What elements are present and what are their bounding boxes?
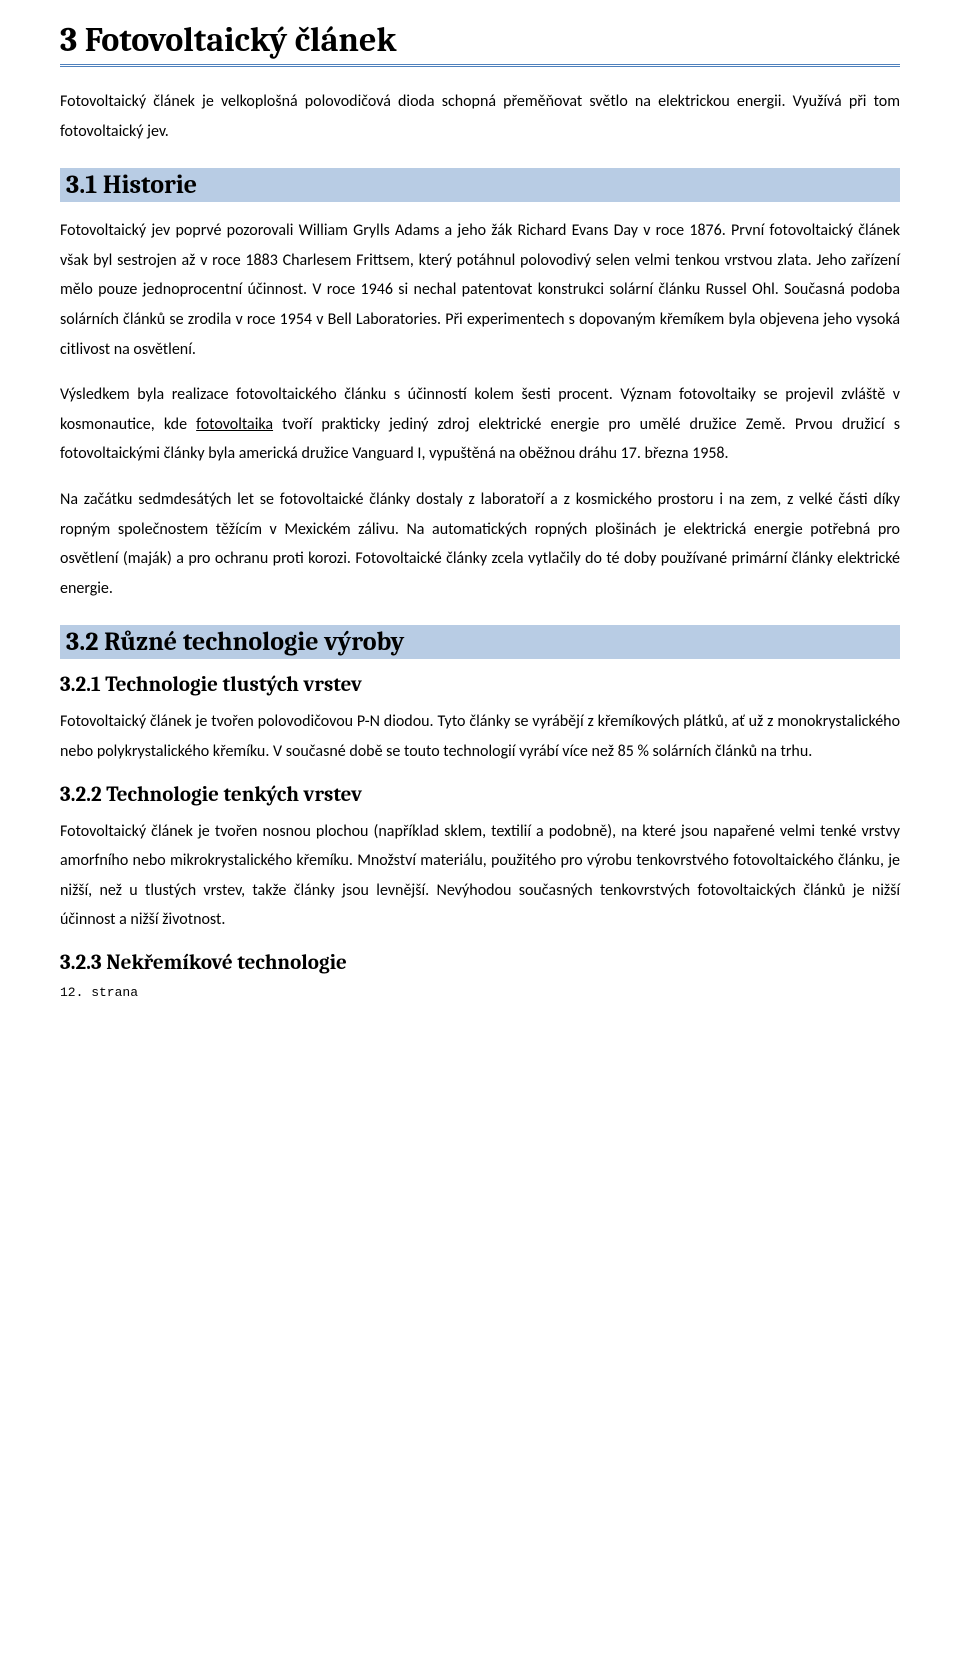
heading-3-tluste: 3.2.1 Technologie tlustých vrstev bbox=[60, 673, 900, 697]
heading-3-nekremikove: 3.2.3 Nekřemíkové technologie bbox=[60, 951, 900, 975]
heading-1: 3 Fotovoltaický článek bbox=[60, 20, 900, 65]
text-underlined-fotovoltaika: fotovoltaika bbox=[196, 415, 273, 434]
paragraph-321: Fotovoltaický článek je tvořen polovodič… bbox=[60, 707, 900, 766]
paragraph-31c: Na začátku sedmdesátých let se fotovolta… bbox=[60, 485, 900, 603]
intro-paragraph: Fotovoltaický článek je velkoplošná polo… bbox=[60, 87, 900, 146]
heading-3-tenke: 3.2.2 Technologie tenkých vrstev bbox=[60, 783, 900, 807]
heading-2-technologie: 3.2 Různé technologie výroby bbox=[60, 625, 900, 659]
page-footer: 12. strana bbox=[60, 985, 900, 1000]
paragraph-31b: Výsledkem byla realizace fotovoltaického… bbox=[60, 380, 900, 469]
heading-2-historie: 3.1 Historie bbox=[60, 168, 900, 202]
heading-1-rule bbox=[60, 66, 900, 67]
paragraph-322: Fotovoltaický článek je tvořen nosnou pl… bbox=[60, 817, 900, 935]
paragraph-31a: Fotovoltaický jev poprvé pozorovali Will… bbox=[60, 216, 900, 364]
